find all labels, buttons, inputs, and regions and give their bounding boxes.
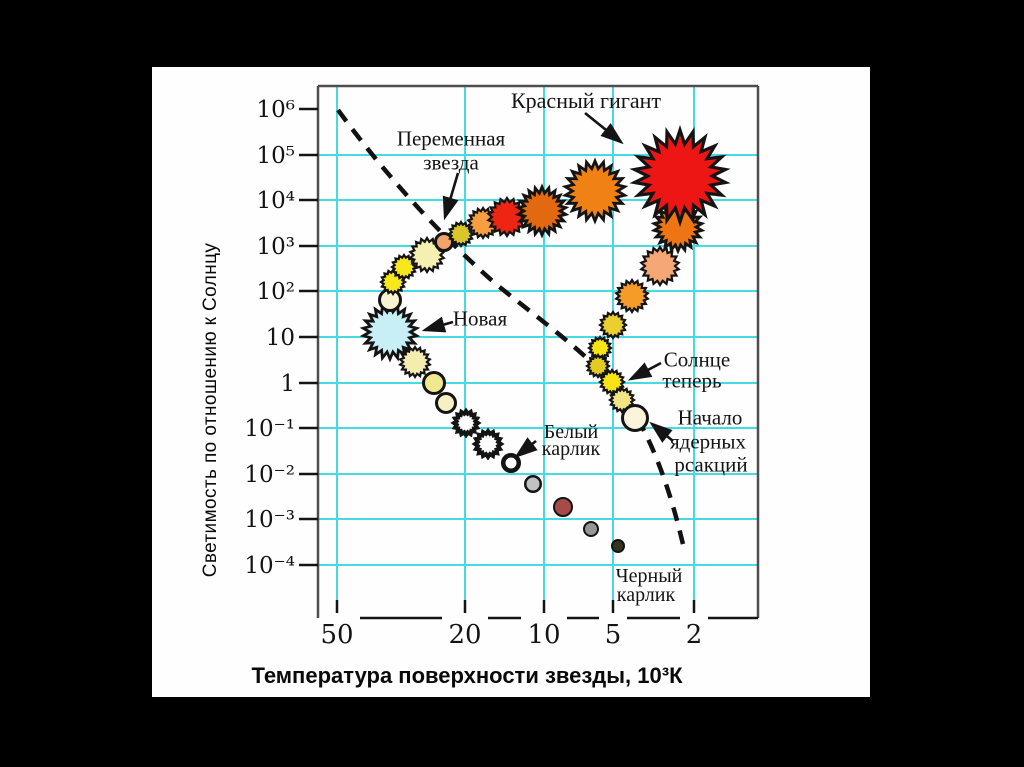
white-dwarf-label: Белый — [544, 421, 599, 443]
nuclear-start-label: ядерных — [670, 430, 747, 454]
y-tick-label: 10³ — [257, 234, 296, 260]
variable-star-arrow — [442, 172, 460, 221]
white-dwarf-label: карлик — [542, 438, 601, 460]
star-point — [583, 521, 599, 537]
black-dwarf-label: карлик — [617, 584, 676, 606]
star-point — [587, 335, 613, 361]
y-tick-label: 10 — [266, 325, 295, 351]
star-черный — [611, 539, 625, 553]
white-dwarf-arrow — [514, 437, 538, 459]
star-point — [398, 344, 432, 380]
variable-star-label: Переменная — [397, 127, 506, 151]
x-axis-title: Температура поверхности звезды, 10³К — [251, 663, 683, 688]
y-tick-label: 10⁻² — [244, 462, 295, 488]
y-tick-label: 1 — [280, 371, 295, 397]
nova-label: Новая — [453, 307, 508, 331]
y-tick-label: 10⁴ — [257, 188, 296, 214]
slide-white-panel: 10⁶ 10⁵ 10⁴ 10³ 10² 10 1 10⁻¹ 10⁻² 10⁻³ 10⁻⁴ 50 20 10… — [152, 67, 870, 697]
star-point — [486, 195, 528, 239]
x-tick-label: 5 — [605, 620, 622, 650]
y-tick-label: 10⁻¹ — [244, 416, 295, 442]
main-sequence-dashed-line — [336, 108, 688, 554]
star-point — [422, 371, 446, 395]
y-axis-title: Светимость по отношению к Солнцу — [200, 243, 221, 578]
star-начало — [621, 404, 649, 432]
red-giant-arrow — [584, 111, 624, 145]
star-белый — [501, 453, 521, 473]
y-tick-label: 10⁻⁴ — [244, 553, 295, 579]
y-tick-label: 10² — [257, 279, 296, 305]
star-point — [598, 310, 628, 340]
x-tick-label: 20 — [448, 620, 481, 650]
star-point — [561, 157, 629, 225]
red-giant-label: Красный гигант — [511, 88, 661, 113]
y-tick-label: 10⁶ — [257, 97, 296, 123]
sun-now-arrow — [627, 361, 662, 381]
sun-now-label: теперь — [662, 369, 721, 393]
y-tick-label: 10⁻³ — [244, 507, 295, 533]
x-tick-label: 10 — [527, 620, 560, 650]
star-point — [585, 353, 611, 379]
nuclear-start-arrow — [649, 421, 674, 443]
star-point — [435, 392, 457, 414]
x-tick-label: 50 — [320, 620, 353, 650]
star-красный — [629, 124, 731, 228]
x-tick-label: 2 — [686, 620, 703, 650]
black-dwarf-label: Черный — [616, 565, 683, 587]
star-переменная — [434, 232, 454, 252]
star-point — [450, 407, 482, 439]
sun-now-label: Солнце — [664, 348, 731, 372]
variable-star-label: звезда — [423, 151, 479, 175]
star-point — [471, 427, 505, 461]
nuclear-start-label: рсакций — [674, 453, 747, 477]
star-point — [553, 497, 573, 517]
nuclear-start-label: Начало — [678, 406, 743, 430]
star-point — [639, 244, 681, 288]
hr-diagram-chart: 10⁶ 10⁵ 10⁴ 10³ 10² 10 1 10⁻¹ 10⁻² 10⁻³ 10⁻⁴ 50 20 10… — [200, 84, 760, 688]
star-point — [614, 277, 650, 315]
star-point — [524, 475, 542, 493]
y-tick-label: 10⁵ — [257, 143, 296, 169]
star-point — [514, 183, 570, 239]
nova-arrow — [421, 316, 454, 333]
star-новая — [359, 301, 421, 363]
